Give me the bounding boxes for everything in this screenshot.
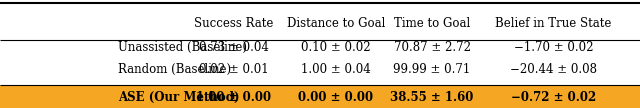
Text: 38.55 ± 1.60: 38.55 ± 1.60 xyxy=(390,91,474,104)
Text: −20.44 ± 0.08: −20.44 ± 0.08 xyxy=(510,63,597,76)
Text: ASE (Our Method): ASE (Our Method) xyxy=(118,91,240,104)
Text: 70.87 ± 2.72: 70.87 ± 2.72 xyxy=(394,41,470,54)
Text: 1.00 ± 0.04: 1.00 ± 0.04 xyxy=(301,63,371,76)
Text: 0.02 ± 0.01: 0.02 ± 0.01 xyxy=(199,63,268,76)
Text: Random (Baseline): Random (Baseline) xyxy=(118,63,232,76)
FancyBboxPatch shape xyxy=(0,85,640,108)
Text: Success Rate: Success Rate xyxy=(194,17,273,30)
Text: Unassisted (Baseline): Unassisted (Baseline) xyxy=(118,41,248,54)
Text: 99.99 ± 0.71: 99.99 ± 0.71 xyxy=(394,63,470,76)
Text: 1.00 ± 0.00: 1.00 ± 0.00 xyxy=(196,91,271,104)
Text: Time to Goal: Time to Goal xyxy=(394,17,470,30)
Text: Distance to Goal: Distance to Goal xyxy=(287,17,385,30)
Text: 0.73 ± 0.04: 0.73 ± 0.04 xyxy=(198,41,269,54)
Text: 0.00 ± 0.00: 0.00 ± 0.00 xyxy=(298,91,374,104)
Text: −0.72 ± 0.02: −0.72 ± 0.02 xyxy=(511,91,596,104)
Text: 0.10 ± 0.02: 0.10 ± 0.02 xyxy=(301,41,371,54)
Text: −1.70 ± 0.02: −1.70 ± 0.02 xyxy=(514,41,593,54)
Text: Belief in True State: Belief in True State xyxy=(495,17,612,30)
